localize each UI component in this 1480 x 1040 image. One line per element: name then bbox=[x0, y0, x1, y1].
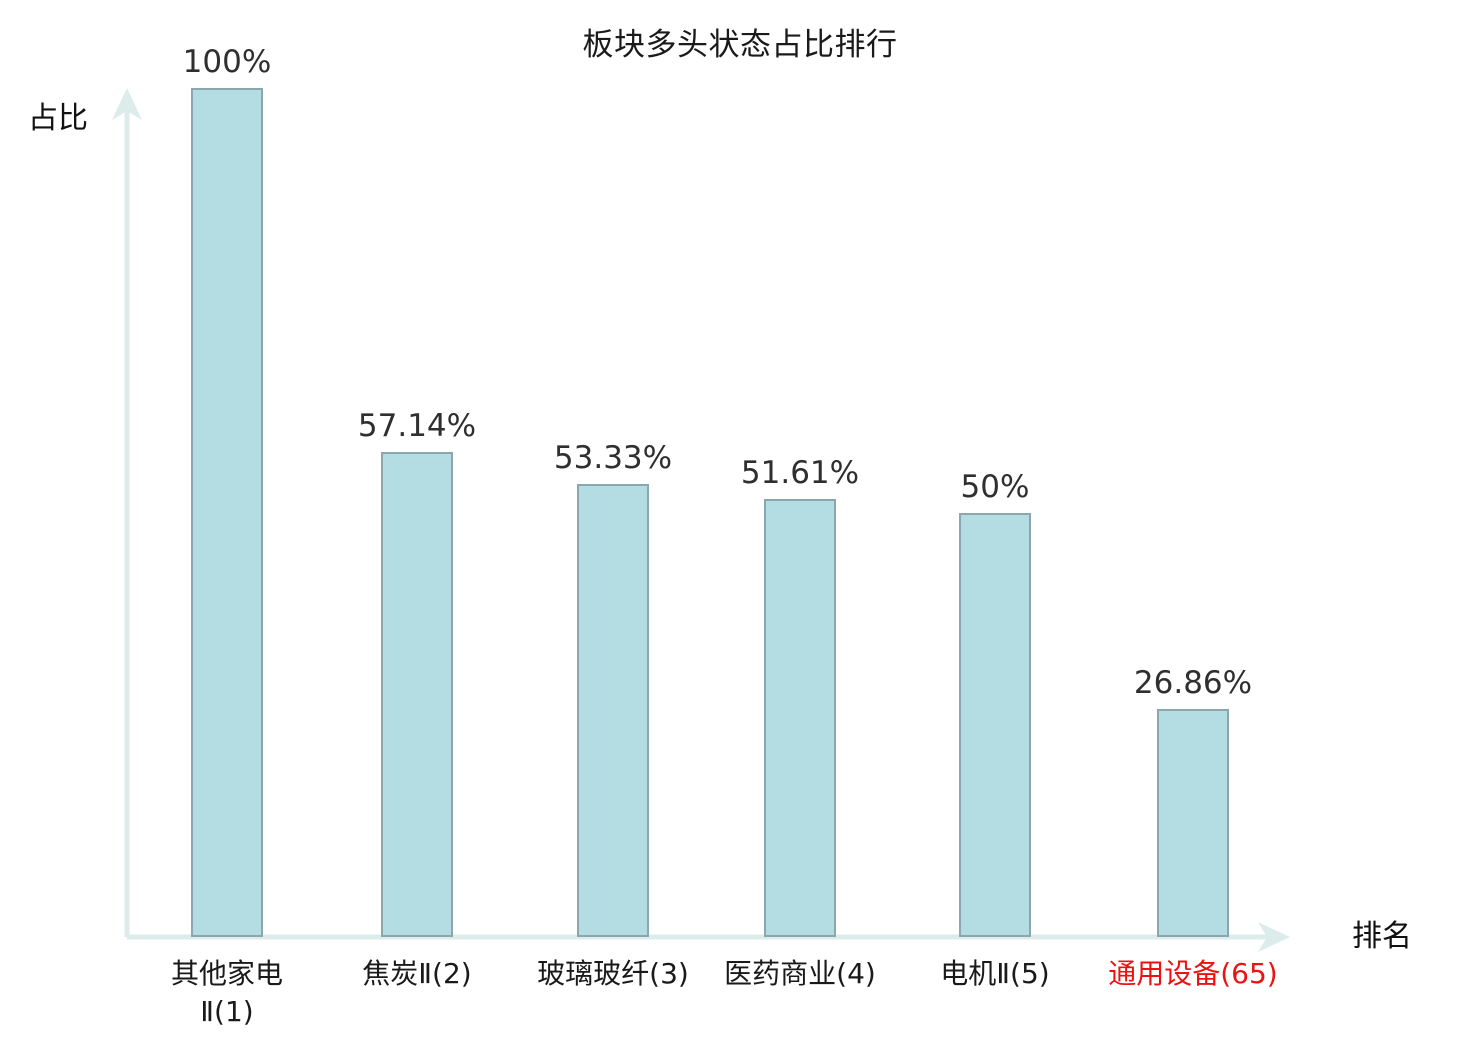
bar-value-label: 57.14% bbox=[357, 407, 477, 444]
bar[interactable] bbox=[959, 512, 1031, 937]
bar-group: 26.86% bbox=[1134, 665, 1252, 937]
bar[interactable] bbox=[191, 88, 263, 937]
bar-value-label: 53.33% bbox=[553, 440, 673, 477]
bar[interactable] bbox=[1157, 708, 1229, 937]
chart-title: 板块多头状态占比排行 bbox=[582, 27, 898, 63]
x-axis-category-label: 医药商业(4) bbox=[724, 957, 876, 990]
bar[interactable] bbox=[381, 451, 453, 937]
x-axis-category-label: 焦炭Ⅱ(2) bbox=[362, 957, 472, 990]
y-axis-title: 占比 bbox=[28, 101, 88, 136]
bar-group: 57.14% bbox=[358, 408, 476, 937]
bar-value-label: 26.86% bbox=[1133, 664, 1253, 701]
x-axis-category-label: 其他家电 Ⅱ(1) bbox=[170, 957, 283, 1028]
x-axis-category-label: 通用设备(65) bbox=[1108, 957, 1278, 990]
x-axis-title: 排名 bbox=[1352, 919, 1412, 954]
bar-value-label: 50% bbox=[960, 468, 1030, 505]
bar[interactable] bbox=[577, 484, 649, 937]
bar-value-label: 51.61% bbox=[740, 454, 860, 491]
bar-group: 51.61% bbox=[741, 455, 859, 937]
bar-group: 53.33% bbox=[554, 440, 672, 937]
bar-value-label: 100% bbox=[182, 44, 272, 80]
bar-group: 100% bbox=[183, 44, 271, 937]
x-axis-category-label: 玻璃玻纤(3) bbox=[537, 957, 689, 990]
bar-group: 50% bbox=[959, 469, 1031, 937]
x-axis-category-label: 电机Ⅱ(5) bbox=[940, 957, 1050, 990]
bar[interactable] bbox=[764, 498, 836, 937]
